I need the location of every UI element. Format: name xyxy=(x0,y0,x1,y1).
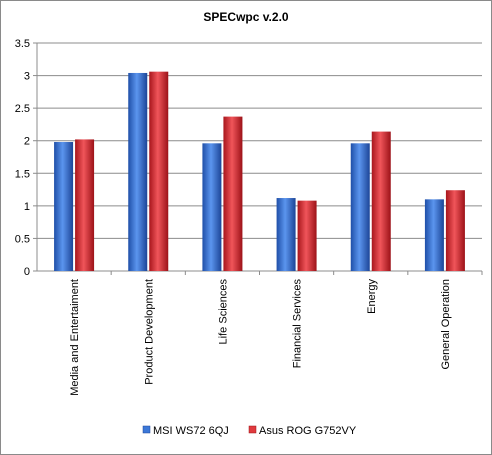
legend-swatch-msi xyxy=(142,425,151,434)
legend: MSI WS72 6QJ Asus ROG G752VY xyxy=(142,425,357,437)
y-tick-label: 0 xyxy=(24,266,30,278)
x-category-label: Energy xyxy=(366,279,378,314)
x-category-label: Product Development xyxy=(143,279,155,385)
bar-asus xyxy=(75,139,95,271)
bar-asus xyxy=(371,131,391,271)
bar-msi xyxy=(202,143,222,271)
y-tick-label: 2.5 xyxy=(15,103,30,115)
y-tick-label: 2 xyxy=(24,136,30,148)
y-tick-label: 3 xyxy=(24,71,30,83)
bar-asus xyxy=(223,116,243,272)
bar-msi xyxy=(424,199,444,271)
legend-label-asus: Asus ROG G752VY xyxy=(259,425,357,437)
bars xyxy=(54,71,465,272)
bar-asus xyxy=(297,200,317,271)
bar-asus xyxy=(149,71,169,271)
x-category-label: Financial Services xyxy=(292,279,304,369)
bar-msi xyxy=(54,142,74,271)
legend-swatch-asus xyxy=(248,425,257,434)
tick-labels: 0 0.5 1 1.5 2 2.5 3 3.5 Media and Entertaiment Pr… xyxy=(15,38,452,396)
y-tick-label: 3.5 xyxy=(15,38,30,50)
x-category-label: Life Sciences xyxy=(217,279,229,345)
bar-asus xyxy=(445,190,465,271)
bar-msi xyxy=(350,143,370,271)
gridlines xyxy=(37,42,482,239)
bar-msi xyxy=(276,198,296,271)
x-category-label: Media and Entertaiment xyxy=(69,279,81,396)
bar-msi xyxy=(128,72,148,271)
chart-title: SPECwpc v.2.0 xyxy=(203,10,288,24)
y-tick-label: 0.5 xyxy=(15,233,30,245)
axes xyxy=(33,42,483,275)
y-tick-label: 1 xyxy=(24,201,30,213)
legend-label-msi: MSI WS72 6QJ xyxy=(153,425,229,437)
x-category-label: General Operation xyxy=(440,279,452,370)
y-tick-label: 1.5 xyxy=(15,168,30,180)
